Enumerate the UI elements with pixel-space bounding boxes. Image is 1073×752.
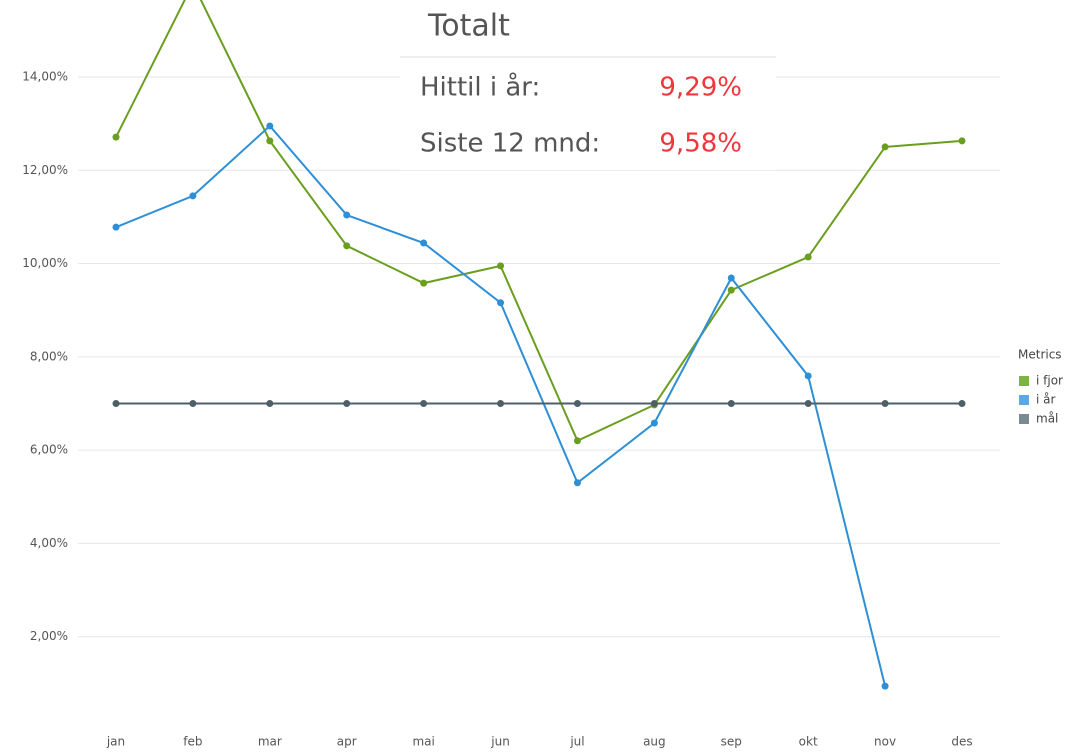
data-point: [573, 479, 581, 487]
legend-label: mål: [1036, 412, 1058, 426]
y-tick-label: 6,00%: [30, 443, 68, 457]
x-tick-label: jun: [490, 735, 510, 749]
data-point: [420, 399, 428, 407]
legend-swatch: [1019, 376, 1029, 386]
data-point: [727, 274, 735, 282]
legend-label: i år: [1036, 393, 1056, 407]
y-tick-label: 14,00%: [22, 69, 68, 83]
data-point: [958, 137, 966, 145]
data-point: [189, 192, 197, 200]
x-tick-label: jan: [106, 735, 125, 749]
x-tick-label: okt: [799, 735, 818, 749]
data-point: [497, 399, 505, 407]
x-tick-label: sep: [721, 735, 742, 749]
x-tick-label: aug: [643, 735, 666, 749]
data-point: [804, 372, 812, 380]
data-point: [958, 399, 966, 407]
data-point: [573, 399, 581, 407]
data-point: [343, 399, 351, 407]
data-point: [881, 399, 889, 407]
data-point: [804, 253, 812, 261]
data-point: [112, 133, 120, 141]
x-tick-label: jul: [569, 735, 584, 749]
summary-box: Totalt Hittil i år: 9,29% Siste 12 mnd: …: [400, 0, 776, 170]
summary-background: [400, 0, 776, 170]
legend-swatch: [1019, 395, 1029, 405]
data-point: [266, 399, 274, 407]
legend-label: i fjor: [1036, 374, 1063, 388]
data-point: [420, 279, 428, 287]
data-point: [497, 262, 505, 270]
summary-value: 9,29%: [659, 73, 742, 103]
data-point: [189, 399, 197, 407]
y-tick-label: 10,00%: [22, 256, 68, 270]
data-point: [573, 437, 581, 445]
data-point: [112, 223, 120, 231]
data-point: [727, 286, 735, 294]
data-point: [343, 242, 351, 250]
data-point: [266, 122, 274, 130]
y-tick-label: 4,00%: [30, 536, 68, 550]
x-tick-label: apr: [337, 735, 357, 749]
data-point: [650, 419, 658, 427]
x-tick-label: mai: [412, 735, 434, 749]
x-tick-label: feb: [183, 735, 202, 749]
y-tick-label: 8,00%: [30, 349, 68, 363]
summary-value: 9,58%: [659, 129, 742, 159]
x-tick-label: nov: [874, 735, 896, 749]
series-line: [115, 0, 963, 443]
data-point: [266, 137, 274, 145]
data-point: [727, 399, 735, 407]
summary-label: Hittil i år:: [420, 72, 540, 103]
data-point: [497, 299, 505, 307]
plot-area: [112, 0, 966, 690]
summary-label: Siste 12 mnd:: [420, 129, 600, 159]
data-point: [650, 399, 658, 407]
data-point: [804, 399, 812, 407]
x-tick-label: des: [951, 735, 972, 749]
data-point: [112, 399, 120, 407]
data-point: [343, 211, 351, 219]
y-tick-label: 2,00%: [30, 629, 68, 643]
data-point: [881, 143, 889, 151]
summary-title: Totalt: [427, 9, 510, 44]
y-tick-label: 12,00%: [22, 163, 68, 177]
legend-swatch: [1019, 414, 1029, 424]
data-point: [881, 682, 889, 690]
x-tick-label: mar: [258, 735, 282, 749]
legend-title: Metrics: [1018, 348, 1062, 362]
data-point: [420, 239, 428, 247]
grid: 2,00% 4,00% 6,00% 8,00% 10,00% 12,00% 14,00% ja…: [22, 69, 1000, 749]
